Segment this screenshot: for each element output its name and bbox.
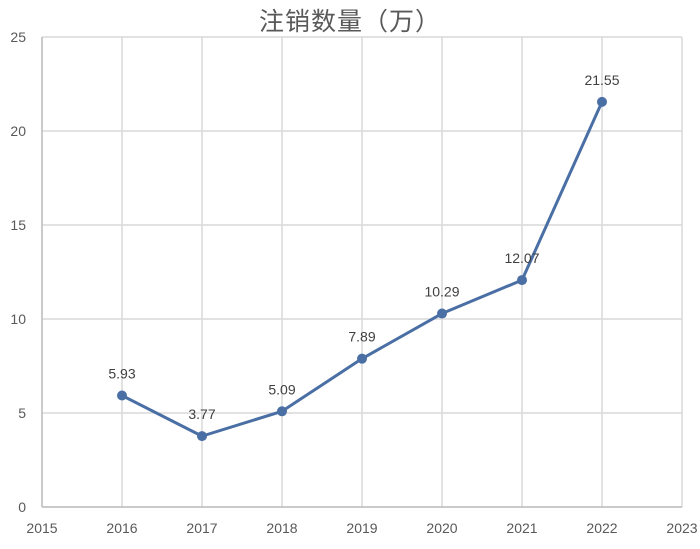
data-value-label: 5.93	[108, 366, 135, 382]
data-series	[117, 96, 607, 442]
x-tick-label: 2015	[26, 520, 57, 536]
y-tick-label: 5	[18, 405, 26, 421]
data-value-label: 12.07	[504, 250, 539, 266]
data-point-marker	[117, 390, 127, 401]
x-tick-label: 2022	[586, 520, 617, 536]
chart-title: 注销数量（万）	[258, 7, 441, 36]
x-tick-label: 2018	[266, 520, 297, 536]
axes	[41, 37, 682, 508]
x-axis-tick-labels: 2015 2016 2017 2018 2019 2020 2021 2022 2023	[26, 520, 697, 536]
data-point-marker	[357, 353, 367, 364]
y-tick-label: 10	[10, 311, 26, 327]
gridlines	[41, 36, 683, 508]
y-tick-label: 25	[10, 29, 26, 45]
data-point-marker	[597, 96, 607, 107]
x-tick-label: 2020	[426, 520, 457, 536]
data-point-marker	[197, 431, 207, 442]
y-tick-label: 15	[10, 217, 26, 233]
x-tick-label: 2021	[506, 520, 537, 536]
data-value-label: 10.29	[424, 284, 459, 300]
x-tick-label: 2023	[666, 520, 697, 536]
data-point-marker	[517, 275, 527, 286]
data-point-marker	[437, 308, 447, 319]
y-axis-tick-labels: 0 5 10 15 20 25	[10, 29, 26, 515]
x-tick-label: 2016	[106, 520, 137, 536]
data-value-label: 5.09	[268, 381, 295, 397]
data-value-label: 21.55	[584, 72, 619, 88]
x-tick-label: 2017	[186, 520, 217, 536]
x-tick-label: 2019	[346, 520, 377, 536]
data-value-label: 7.89	[348, 329, 375, 345]
data-labels: 5.93 3.77 5.09 7.89 10.29 12.07 21.55	[108, 72, 619, 422]
data-point-marker	[277, 406, 287, 417]
data-value-label: 3.77	[188, 406, 215, 422]
y-tick-label: 0	[18, 499, 26, 515]
y-tick-label: 20	[10, 123, 26, 139]
